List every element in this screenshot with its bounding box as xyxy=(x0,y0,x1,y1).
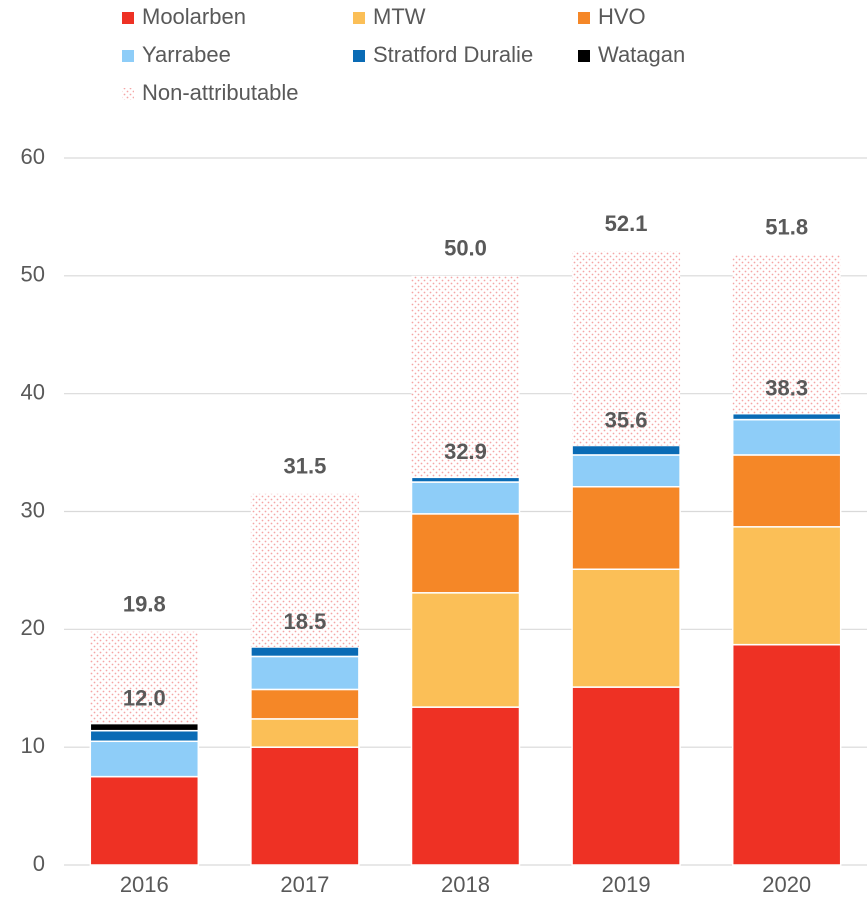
bar-segment xyxy=(571,454,681,488)
subtotal-label: 38.3 xyxy=(765,376,808,401)
subtotal-label: 32.9 xyxy=(444,439,487,464)
bar-segment xyxy=(572,251,681,446)
bar-segment xyxy=(90,631,199,724)
bar-segment xyxy=(410,481,521,515)
y-tick-label: 60 xyxy=(21,144,45,169)
bar-segment xyxy=(250,493,359,648)
y-tick-label: 20 xyxy=(21,615,45,640)
legend-marker xyxy=(353,12,365,24)
y-tick-label: 40 xyxy=(21,379,45,404)
y-tick-label: 30 xyxy=(21,497,45,522)
legend-label: Moolarben xyxy=(142,4,246,29)
legend-marker xyxy=(122,88,134,100)
x-tick-label: 2020 xyxy=(762,872,811,897)
legend-label: HVO xyxy=(598,4,646,29)
total-label: 51.8 xyxy=(765,214,808,239)
bar-segment xyxy=(411,275,520,478)
total-label: 50.0 xyxy=(444,236,487,261)
bar-segment xyxy=(571,686,681,866)
bar-segment xyxy=(731,454,842,528)
bar-segment xyxy=(410,476,521,483)
subtotal-label: 18.5 xyxy=(283,609,326,634)
y-tick-label: 50 xyxy=(21,262,45,287)
bar-segment xyxy=(571,444,681,456)
bar-segment xyxy=(89,729,200,743)
legend-label: Stratford Duralie xyxy=(373,42,533,67)
legend-marker xyxy=(122,12,134,24)
bar-segment xyxy=(250,655,360,691)
total-label: 52.1 xyxy=(605,211,648,236)
bar-segment xyxy=(571,486,681,570)
legend-label: Non-attributable xyxy=(142,80,299,105)
bar-segment xyxy=(410,513,521,594)
legend-marker xyxy=(578,12,590,24)
x-tick-label: 2016 xyxy=(120,872,169,897)
bar-segment xyxy=(731,418,842,456)
subtotal-label: 35.6 xyxy=(605,407,648,432)
bar-segment xyxy=(731,412,842,421)
x-tick-label: 2017 xyxy=(280,872,329,897)
bar-segment xyxy=(571,568,681,688)
subtotal-label: 12.0 xyxy=(123,685,166,710)
legend-marker xyxy=(353,50,365,62)
bar-segment xyxy=(731,643,842,866)
legend-label: MTW xyxy=(373,4,426,29)
y-tick-label: 10 xyxy=(21,733,45,758)
legend-marker xyxy=(122,50,134,62)
total-label: 19.8 xyxy=(123,592,166,617)
bar-segment xyxy=(89,722,200,732)
bar-segment xyxy=(250,718,360,748)
legend-marker xyxy=(578,50,590,62)
legend-label: Yarrabee xyxy=(142,42,231,67)
bar-segment xyxy=(732,254,841,414)
bar-segment xyxy=(250,646,360,658)
bar-segment xyxy=(410,706,521,866)
bar-segment xyxy=(410,592,521,708)
bar-segment xyxy=(250,746,360,866)
y-tick-label: 0 xyxy=(33,851,45,876)
bar-segment xyxy=(89,775,200,866)
total-label: 31.5 xyxy=(283,454,326,479)
legend-label: Watagan xyxy=(598,42,685,67)
bar-segment xyxy=(731,526,842,646)
x-tick-label: 2019 xyxy=(602,872,651,897)
bar-segment xyxy=(250,688,360,720)
bar-segment xyxy=(89,740,200,778)
x-tick-label: 2018 xyxy=(441,872,490,897)
